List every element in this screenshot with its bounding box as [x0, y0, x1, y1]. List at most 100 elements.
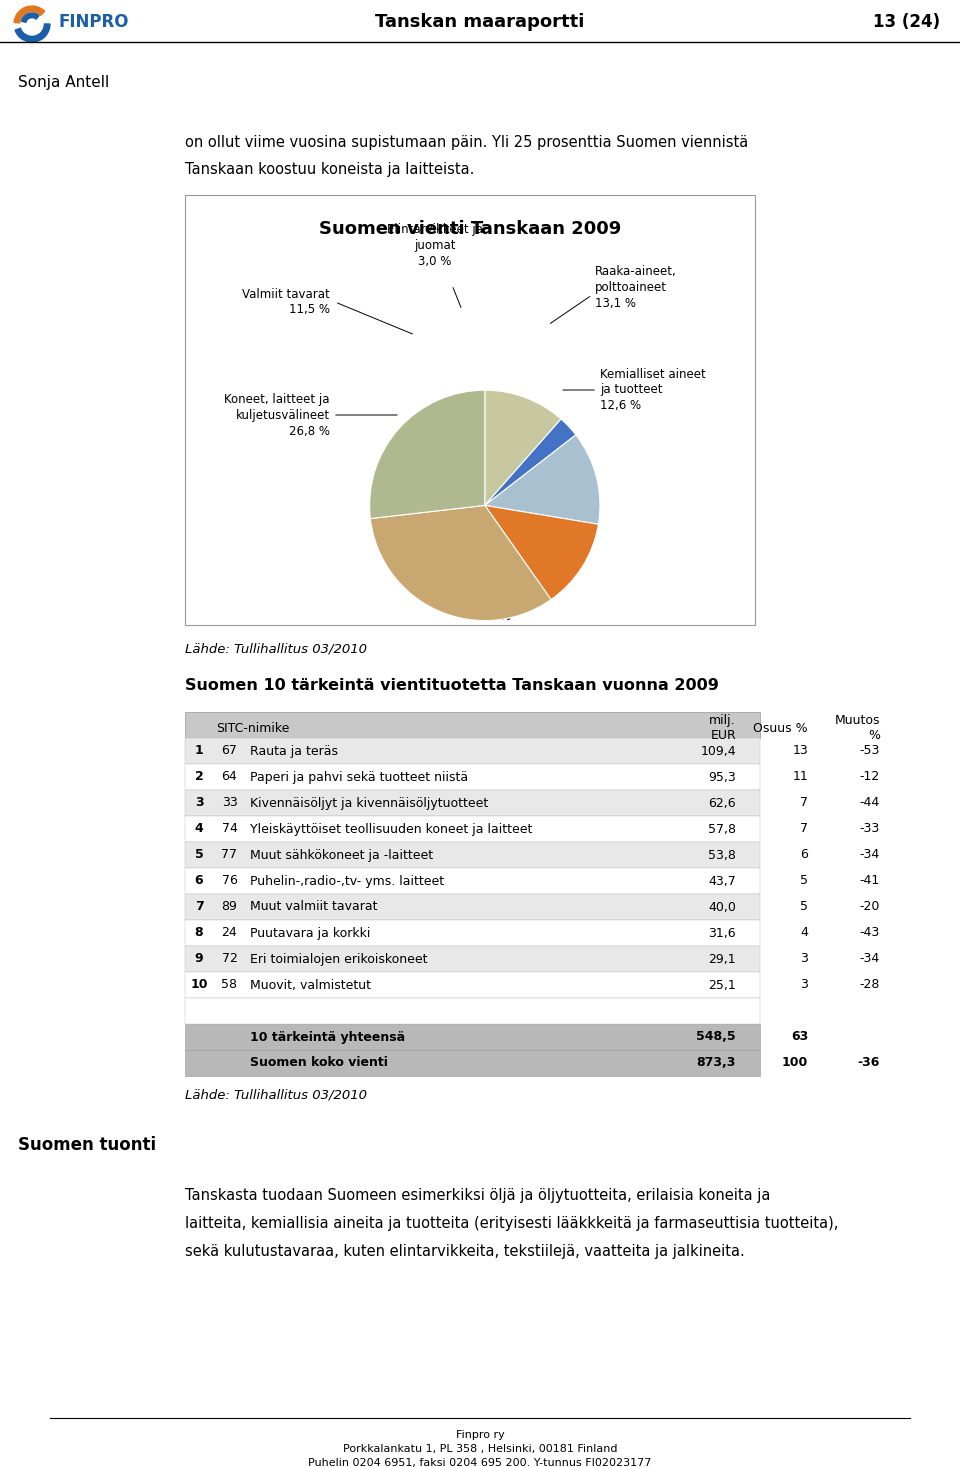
Bar	[185, 1024, 760, 1050]
Text: Rauta ja teräs: Rauta ja teräs	[250, 744, 338, 757]
Text: -28: -28	[859, 978, 880, 992]
Text: 33: 33	[222, 797, 237, 810]
Text: Muut sähkökoneet ja -laitteet: Muut sähkökoneet ja -laitteet	[250, 848, 433, 861]
Text: 109,4: 109,4	[701, 744, 736, 757]
Bar	[185, 1050, 760, 1075]
Text: 4: 4	[800, 927, 808, 939]
Text: 10 tärkeintä yhteensä: 10 tärkeintä yhteensä	[250, 1030, 405, 1043]
Text: 7: 7	[800, 823, 808, 836]
Wedge shape	[21, 13, 39, 23]
Bar	[185, 893, 760, 920]
Wedge shape	[14, 6, 45, 23]
Text: Suomen vienti Tanskaan 2009: Suomen vienti Tanskaan 2009	[319, 220, 621, 238]
Text: 2: 2	[195, 770, 204, 783]
Text: -34: -34	[860, 952, 880, 965]
Text: 67: 67	[222, 744, 237, 757]
Text: Suomen 10 tärkeintä vientituotetta Tanskaan vuonna 2009: Suomen 10 tärkeintä vientituotetta Tansk…	[185, 678, 719, 692]
Circle shape	[27, 19, 37, 29]
Wedge shape	[485, 505, 598, 600]
Wedge shape	[370, 390, 485, 518]
Text: -53: -53	[859, 744, 880, 757]
Text: Lähde: Tullihallitus 03/2010: Lähde: Tullihallitus 03/2010	[185, 1089, 367, 1102]
Circle shape	[21, 13, 43, 35]
Text: Puhelin 0204 6951, faksi 0204 695 200. Y-tunnus FI02023177: Puhelin 0204 6951, faksi 0204 695 200. Y…	[308, 1458, 652, 1467]
Text: 64: 64	[222, 770, 237, 783]
Text: Koneet, laitteet ja
kuljetusvälineet
26,8 %: Koneet, laitteet ja kuljetusvälineet 26,…	[225, 393, 330, 437]
Text: 58: 58	[222, 978, 237, 992]
Text: 873,3: 873,3	[697, 1056, 736, 1069]
Wedge shape	[15, 23, 50, 43]
Text: -43: -43	[860, 927, 880, 939]
Text: 10: 10	[190, 978, 207, 992]
Text: 11: 11	[792, 770, 808, 783]
Text: Kivennäisöljyt ja kivennäisöljytuotteet: Kivennäisöljyt ja kivennäisöljytuotteet	[250, 797, 489, 810]
Text: FINPRO: FINPRO	[58, 13, 129, 31]
Wedge shape	[485, 434, 600, 524]
Text: 72: 72	[222, 952, 237, 965]
Bar	[185, 920, 760, 946]
Text: 77: 77	[222, 848, 237, 861]
Text: 57,8: 57,8	[708, 823, 736, 836]
Bar	[185, 195, 755, 625]
Text: Finpro ry: Finpro ry	[456, 1430, 504, 1441]
Text: 9: 9	[195, 952, 204, 965]
Text: 43,7: 43,7	[708, 874, 736, 888]
Text: 3: 3	[800, 978, 808, 992]
Text: -36: -36	[857, 1056, 880, 1069]
Text: Eri toimialojen erikoiskoneet: Eri toimialojen erikoiskoneet	[250, 952, 427, 965]
Text: 3: 3	[195, 797, 204, 810]
Text: -41: -41	[860, 874, 880, 888]
Text: 13 (24): 13 (24)	[873, 13, 940, 31]
Bar	[185, 791, 760, 816]
Bar	[185, 842, 760, 868]
Text: 548,5: 548,5	[696, 1030, 736, 1043]
Text: 95,3: 95,3	[708, 770, 736, 783]
Text: -33: -33	[860, 823, 880, 836]
Text: Porkkalankatu 1, PL 358 , Helsinki, 00181 Finland: Porkkalankatu 1, PL 358 , Helsinki, 0018…	[343, 1444, 617, 1454]
Text: 100: 100	[781, 1056, 808, 1069]
Text: Sonja Antell: Sonja Antell	[18, 75, 109, 89]
Text: Tanskasta tuodaan Suomeen esimerkiksi öljä ja öljytuotteita, erilaisia koneita j: Tanskasta tuodaan Suomeen esimerkiksi öl…	[185, 1188, 770, 1203]
Text: 25,1: 25,1	[708, 978, 736, 992]
Text: 1: 1	[195, 744, 204, 757]
Bar	[185, 946, 760, 973]
Text: 5: 5	[800, 901, 808, 914]
Text: Valmistetut
tavarat
32,9 %: Valmistetut tavarat 32,9 %	[456, 578, 524, 623]
Text: Kemialliset aineet
ja tuotteet
12,6 %: Kemialliset aineet ja tuotteet 12,6 %	[600, 368, 706, 412]
Bar	[185, 711, 760, 738]
Text: 6: 6	[195, 874, 204, 888]
Text: 53,8: 53,8	[708, 848, 736, 861]
Text: SITC-nimike: SITC-nimike	[216, 722, 289, 735]
Wedge shape	[485, 390, 561, 505]
Text: 74: 74	[222, 823, 237, 836]
Text: 3: 3	[800, 952, 808, 965]
Text: milj.
EUR: milj. EUR	[709, 714, 736, 742]
Text: Puutavara ja korkki: Puutavara ja korkki	[250, 927, 371, 939]
Text: 13: 13	[792, 744, 808, 757]
Text: Yleiskäyttöiset teollisuuden koneet ja laitteet: Yleiskäyttöiset teollisuuden koneet ja l…	[250, 823, 533, 836]
Text: Raaka-aineet,
polttoaineet
13,1 %: Raaka-aineet, polttoaineet 13,1 %	[595, 266, 677, 311]
Text: 7: 7	[800, 797, 808, 810]
Text: Valmiit tavarat
11,5 %: Valmiit tavarat 11,5 %	[242, 288, 330, 317]
Text: 7: 7	[195, 901, 204, 914]
Text: 29,1: 29,1	[708, 952, 736, 965]
Text: on ollut viime vuosina supistumaan päin. Yli 25 prosenttia Suomen viennistä: on ollut viime vuosina supistumaan päin.…	[185, 135, 748, 150]
Text: -44: -44	[860, 797, 880, 810]
Bar	[185, 998, 760, 1024]
Text: 31,6: 31,6	[708, 927, 736, 939]
Text: 6: 6	[800, 848, 808, 861]
Bar	[185, 816, 760, 842]
Text: Suomen tuonti: Suomen tuonti	[18, 1135, 156, 1155]
Text: Lähde: Tullihallitus 03/2010: Lähde: Tullihallitus 03/2010	[185, 643, 367, 654]
Text: Elintarvikkeet ja
juomat
3,0 %: Elintarvikkeet ja juomat 3,0 %	[387, 223, 483, 268]
Wedge shape	[371, 505, 551, 621]
Bar	[185, 764, 760, 791]
Text: sekä kulutustavaraa, kuten elintarvikkeita, tekstiilejä, vaatteita ja jalkineita: sekä kulutustavaraa, kuten elintarvikkei…	[185, 1244, 745, 1259]
Text: 89: 89	[222, 901, 237, 914]
Text: 5: 5	[195, 848, 204, 861]
Text: Suomen koko vienti: Suomen koko vienti	[250, 1056, 388, 1069]
Bar	[185, 973, 760, 998]
Text: -12: -12	[860, 770, 880, 783]
Text: 8: 8	[195, 927, 204, 939]
Text: Muovit, valmistetut: Muovit, valmistetut	[250, 978, 371, 992]
